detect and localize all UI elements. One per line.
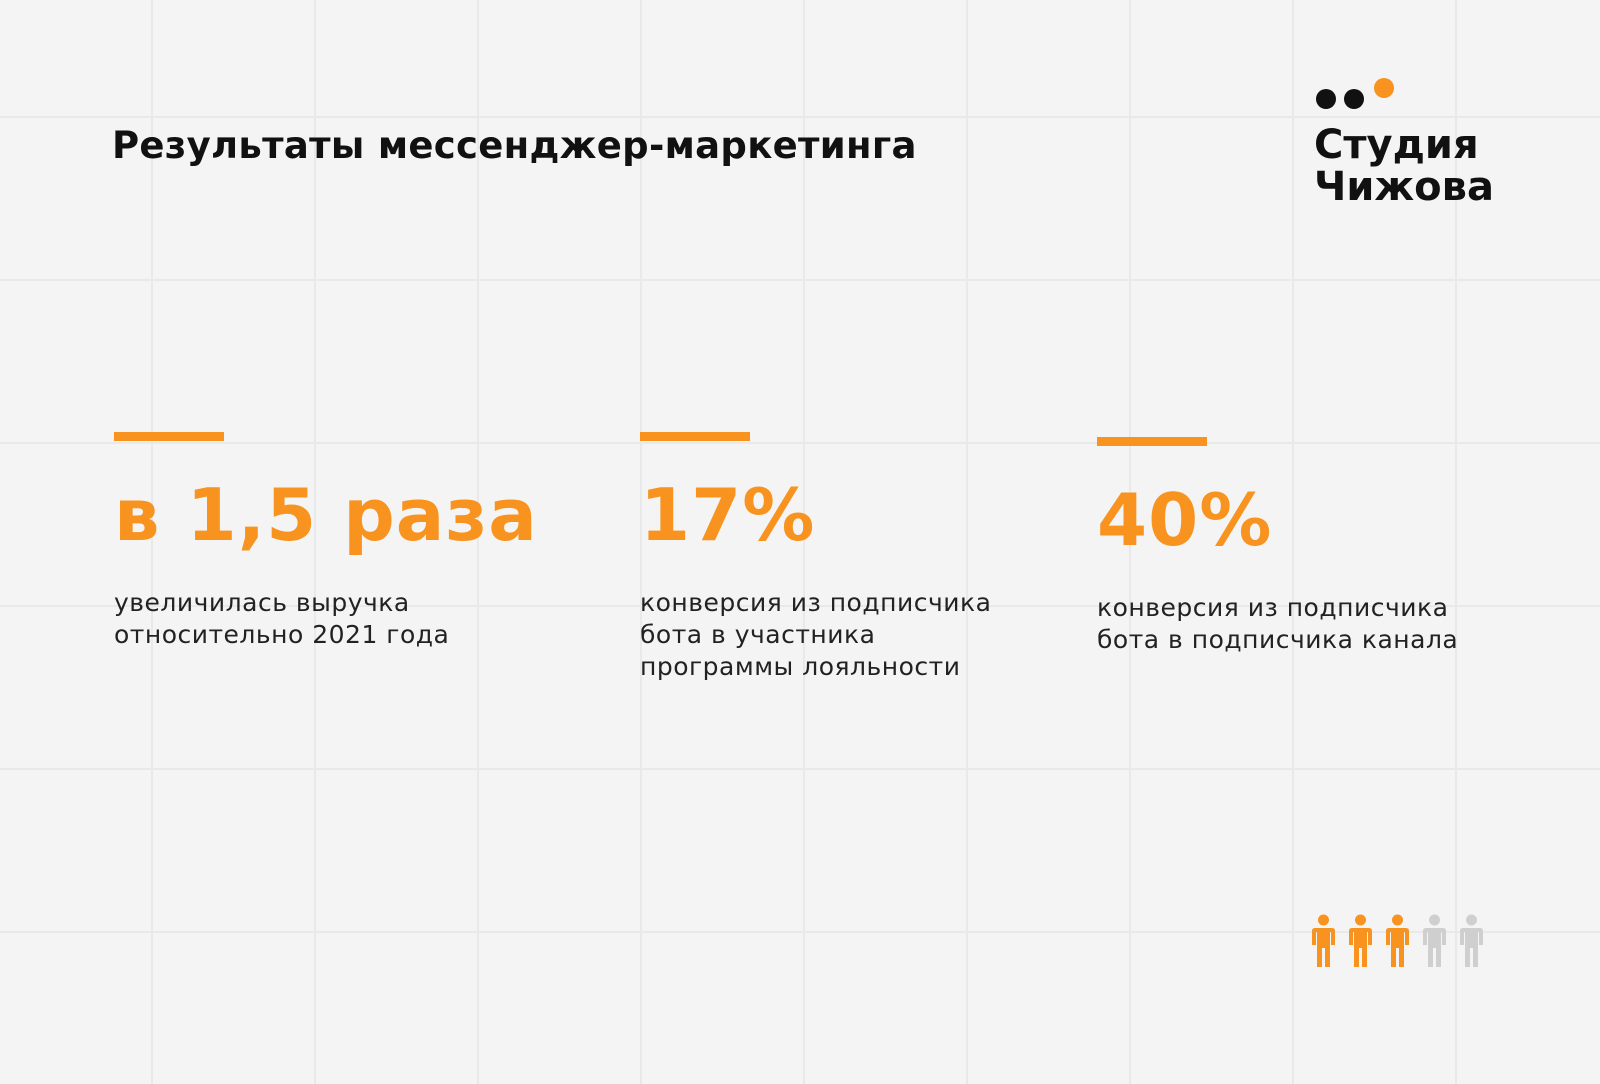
person-icon-filled [1384,914,1411,968]
studio-logo: Студия Чижова [1314,76,1514,226]
stat-loyalty-conversion: 17% конверсия из подписчика бота в участ… [640,432,1060,683]
stat-description: конверсия из подписчика бота в подписчик… [1097,592,1517,656]
stat-description: конверсия из подписчика бота в участника… [640,587,1060,683]
stat-accent-rule [640,432,750,441]
stat-description-line: программы лояльности [640,652,961,681]
logo-wordmark: Студия Чижова [1314,124,1514,208]
logo-dot-black-2 [1344,89,1364,109]
stat-value: в 1,5 раза [114,473,538,557]
stat-channel-conversion: 40% конверсия из подписчика бота в подпи… [1097,437,1517,656]
stat-description: увеличилась выручка относительно 2021 го… [114,587,514,651]
person-icon-empty [1421,914,1448,968]
stat-value: 40% [1097,478,1273,562]
logo-dot-orange [1374,78,1394,98]
stat-description-line: конверсия из подписчика [1097,593,1449,622]
stat-value: 17% [640,473,816,557]
stat-description-line: бота в участника [640,620,876,649]
stat-description-line: бота в подписчика канала [1097,625,1459,654]
logo-dots [1314,76,1514,110]
stat-accent-rule [114,432,224,441]
logo-dot-black-1 [1316,89,1336,109]
page-title: Результаты мессенджер-маркетинга [112,124,917,167]
stat-revenue: в 1,5 раза увеличилась выручка относител… [114,432,538,651]
stat-description-line: относительно 2021 года [114,620,450,649]
stat-accent-rule [1097,437,1207,446]
person-icon-filled [1347,914,1374,968]
person-icon-filled [1310,914,1337,968]
people-indicator [1310,914,1485,968]
logo-line-2: Чижова [1314,164,1494,210]
logo-line-1: Студия [1314,122,1479,168]
stat-description-line: конверсия из подписчика [640,588,992,617]
stat-description-line: увеличилась выручка [114,588,410,617]
person-icon-empty [1458,914,1485,968]
